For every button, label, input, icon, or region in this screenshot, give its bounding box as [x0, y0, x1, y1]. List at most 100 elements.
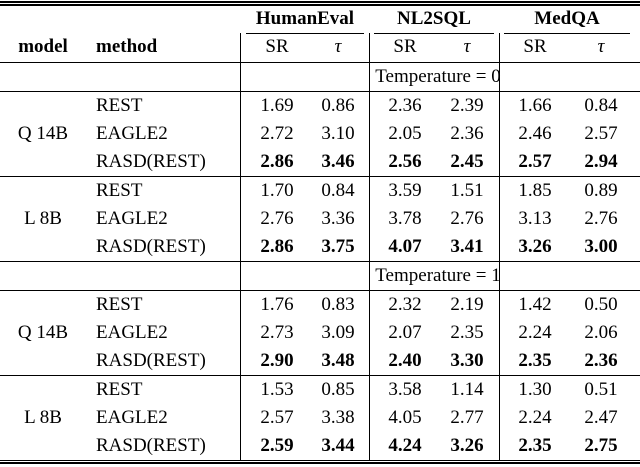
method-cell: EAGLE2 — [96, 322, 168, 343]
value-cell: 0.85 — [321, 379, 355, 400]
section-title: Temperature = 0 — [375, 66, 501, 87]
value-cell: 1.69 — [260, 95, 294, 116]
column-divider — [369, 33, 370, 461]
value-cell: 2.35 — [518, 435, 552, 456]
value-cell: 2.35 — [518, 350, 552, 371]
value-cell: 4.07 — [388, 236, 422, 257]
value-cell: 3.75 — [321, 236, 355, 257]
dataset-header: NL2SQL — [397, 8, 471, 29]
value-cell: 2.57 — [518, 151, 552, 172]
value-cell: 4.05 — [388, 407, 422, 428]
model-cell: Q 14B — [17, 123, 69, 144]
value-cell: 1.51 — [450, 180, 484, 201]
group-rule — [0, 460, 640, 461]
section-title: Temperature = 1 — [375, 265, 501, 286]
value-cell: 3.59 — [388, 180, 422, 201]
model-cell: Q 14B — [17, 322, 69, 343]
value-cell: 2.86 — [260, 151, 294, 172]
value-cell: 2.57 — [260, 407, 294, 428]
dataset-header: MedQA — [534, 8, 600, 29]
model-cell: L 8B — [24, 407, 62, 428]
value-cell: 1.76 — [260, 294, 294, 315]
value-cell: 3.09 — [321, 322, 355, 343]
value-cell: 1.42 — [518, 294, 552, 315]
value-cell: 2.76 — [584, 208, 618, 229]
value-cell: 3.13 — [518, 208, 552, 229]
value-cell: 3.41 — [450, 236, 484, 257]
model-cell: L 8B — [24, 208, 62, 229]
value-cell: 2.32 — [388, 294, 422, 315]
value-cell: 2.19 — [450, 294, 484, 315]
value-cell: 2.47 — [584, 407, 618, 428]
value-cell: 1.53 — [260, 379, 294, 400]
method-cell: REST — [96, 379, 143, 400]
tau-header: τ — [597, 36, 605, 57]
method-header: method — [96, 36, 158, 57]
value-cell: 2.45 — [450, 151, 484, 172]
value-cell: 2.07 — [388, 322, 422, 343]
value-cell: 2.90 — [260, 350, 294, 371]
method-cell: RASD(REST) — [96, 350, 206, 371]
value-cell: 2.24 — [518, 407, 552, 428]
value-cell: 3.36 — [321, 208, 355, 229]
value-cell: 2.73 — [260, 322, 294, 343]
value-cell: 3.26 — [518, 236, 552, 257]
dataset-header: HumanEval — [255, 8, 355, 29]
section-rule — [0, 91, 640, 92]
value-cell: 0.86 — [321, 95, 355, 116]
value-cell: 0.51 — [584, 379, 618, 400]
value-cell: 1.30 — [518, 379, 552, 400]
sr-header: SR — [523, 36, 547, 57]
value-cell: 2.76 — [450, 208, 484, 229]
value-cell: 2.59 — [260, 435, 294, 456]
value-cell: 2.40 — [388, 350, 422, 371]
value-cell: 3.10 — [321, 123, 355, 144]
tau-header: τ — [334, 36, 342, 57]
group-rule — [0, 176, 640, 177]
value-cell: 2.36 — [450, 123, 484, 144]
value-cell: 2.94 — [584, 151, 618, 172]
section-rule — [0, 290, 640, 291]
bottom-rule — [0, 462, 640, 464]
value-cell: 3.78 — [388, 208, 422, 229]
value-cell: 2.46 — [518, 123, 552, 144]
column-divider — [240, 33, 241, 461]
method-cell: RASD(REST) — [96, 151, 206, 172]
value-cell: 2.72 — [260, 123, 294, 144]
group-rule — [0, 375, 640, 376]
value-cell: 3.48 — [321, 350, 355, 371]
method-cell: REST — [96, 180, 143, 201]
value-cell: 2.36 — [388, 95, 422, 116]
value-cell: 3.30 — [450, 350, 484, 371]
value-cell: 2.35 — [450, 322, 484, 343]
value-cell: 2.76 — [260, 208, 294, 229]
column-divider — [499, 33, 500, 461]
sr-header: SR — [393, 36, 417, 57]
method-cell: REST — [96, 95, 143, 116]
value-cell: 3.44 — [321, 435, 355, 456]
value-cell: 0.83 — [321, 294, 355, 315]
top-rule — [0, 1, 640, 3]
value-cell: 2.36 — [584, 350, 618, 371]
value-cell: 2.56 — [388, 151, 422, 172]
dataset-underline — [246, 33, 364, 34]
header-rule — [0, 62, 640, 63]
value-cell: 0.50 — [584, 294, 618, 315]
method-cell: RASD(REST) — [96, 435, 206, 456]
value-cell: 1.14 — [450, 379, 484, 400]
value-cell: 4.24 — [388, 435, 422, 456]
sr-header: SR — [265, 36, 289, 57]
value-cell: 2.39 — [450, 95, 484, 116]
dataset-underline — [504, 33, 630, 34]
value-cell: 1.85 — [518, 180, 552, 201]
value-cell: 2.86 — [260, 236, 294, 257]
value-cell: 0.84 — [321, 180, 355, 201]
value-cell: 3.38 — [321, 407, 355, 428]
value-cell: 2.75 — [584, 435, 618, 456]
method-cell: EAGLE2 — [96, 407, 168, 428]
method-cell: EAGLE2 — [96, 123, 168, 144]
value-cell: 3.46 — [321, 151, 355, 172]
group-rule — [0, 261, 640, 262]
value-cell: 2.77 — [450, 407, 484, 428]
